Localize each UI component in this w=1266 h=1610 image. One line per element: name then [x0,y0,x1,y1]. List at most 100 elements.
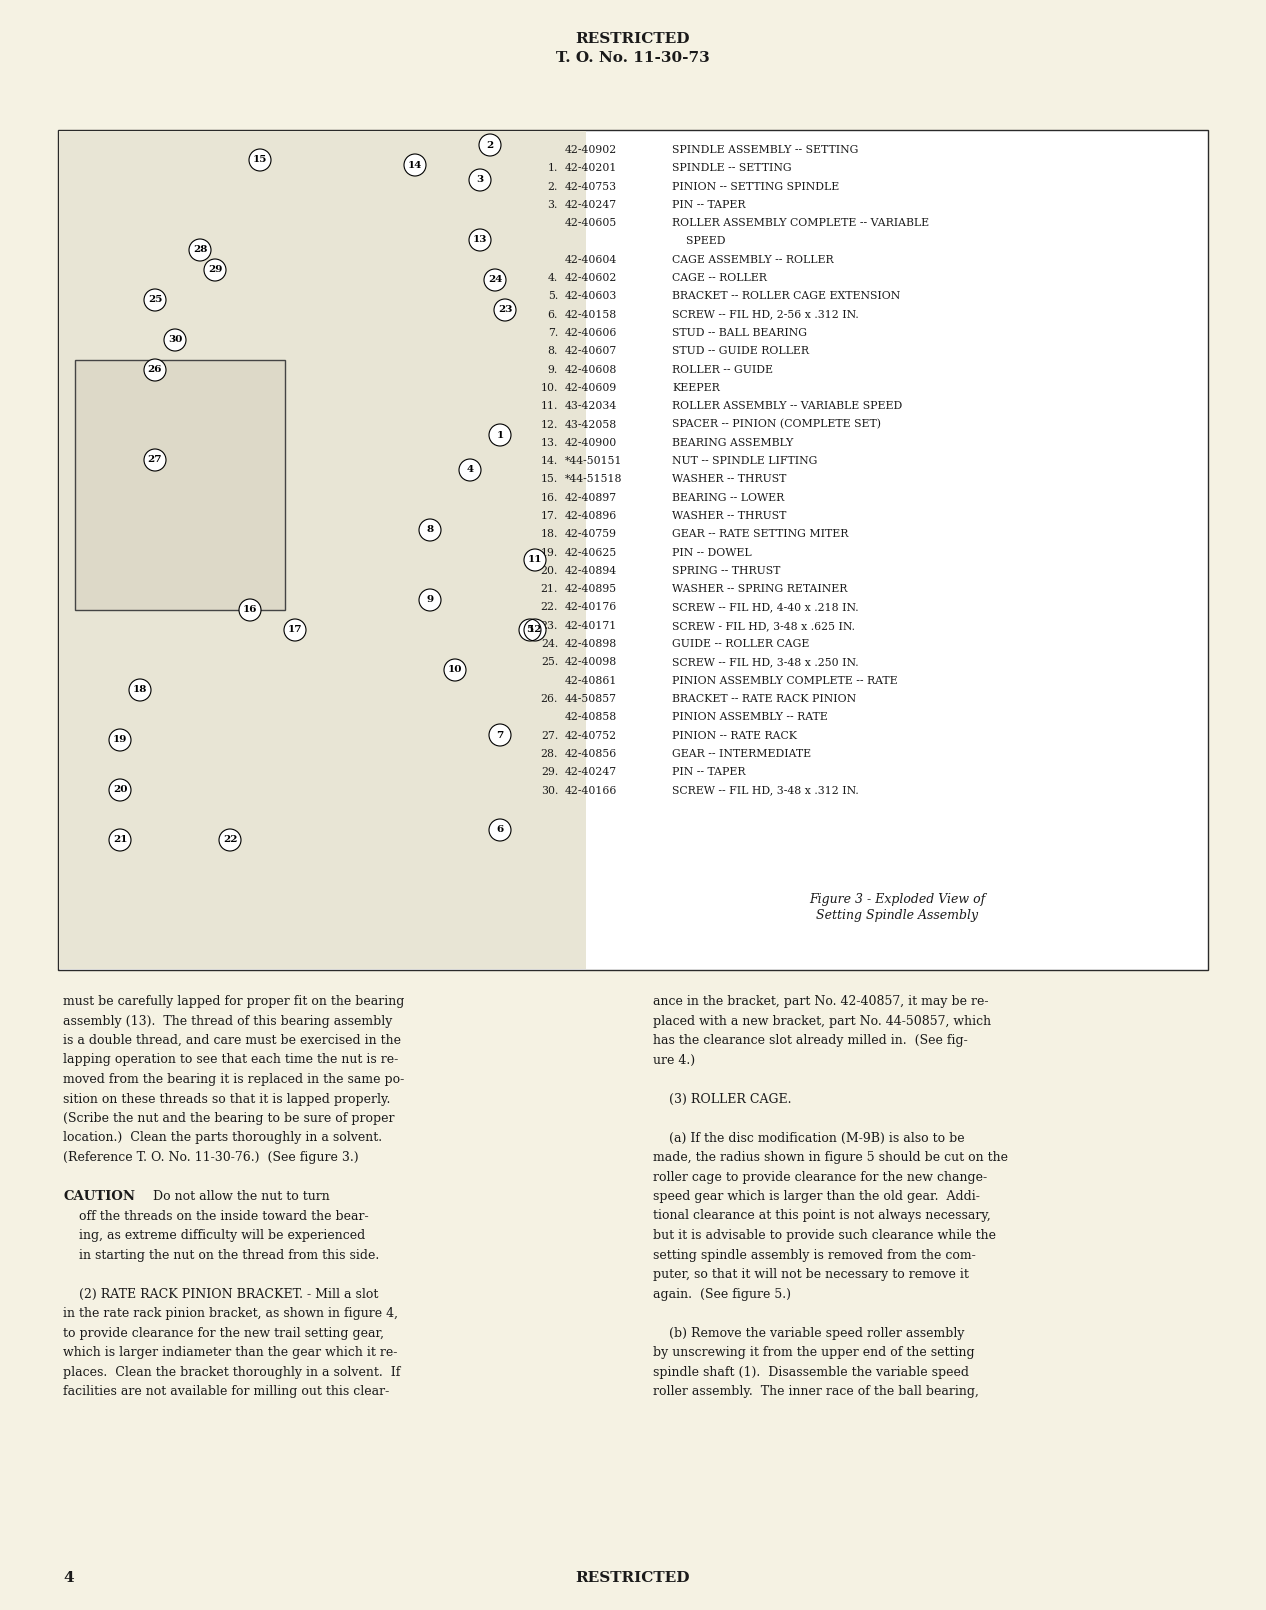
Text: *44-50151: *44-50151 [565,456,623,467]
Text: 42-40609: 42-40609 [565,383,618,393]
Circle shape [460,459,481,481]
Text: CAUTION: CAUTION [63,1190,135,1203]
Text: (Scribe the nut and the bearing to be sure of proper: (Scribe the nut and the bearing to be su… [63,1113,395,1125]
Text: 4: 4 [466,465,473,475]
Text: WASHER -- THRUST: WASHER -- THRUST [672,475,786,485]
Text: 42-40896: 42-40896 [565,510,618,522]
Text: 42-40606: 42-40606 [565,328,618,338]
Text: ing, as extreme difficulty will be experienced: ing, as extreme difficulty will be exper… [63,1228,366,1241]
Text: 8: 8 [427,525,433,535]
Circle shape [144,449,166,472]
Text: 21: 21 [113,836,128,845]
Text: BEARING -- LOWER: BEARING -- LOWER [672,493,784,502]
Text: must be carefully lapped for proper fit on the bearing: must be carefully lapped for proper fit … [63,995,404,1008]
Bar [75,361,285,610]
Circle shape [489,423,511,446]
Text: SCREW -- FIL HD, 2-56 x .312 IN.: SCREW -- FIL HD, 2-56 x .312 IN. [672,309,858,320]
Circle shape [479,134,501,156]
Text: spindle shaft (1).  Disassemble the variable speed: spindle shaft (1). Disassemble the varia… [653,1365,968,1378]
Text: 30: 30 [168,335,182,345]
Text: 19.: 19. [541,547,558,557]
Text: 12.: 12. [541,420,558,430]
Text: 1: 1 [496,430,504,440]
Text: 42-40895: 42-40895 [565,584,617,594]
Text: SCREW - FIL HD, 3-48 x .625 IN.: SCREW - FIL HD, 3-48 x .625 IN. [672,621,855,631]
Text: 4.: 4. [548,274,558,283]
Text: 27.: 27. [541,731,558,741]
Text: 42-40858: 42-40858 [565,712,618,723]
Circle shape [239,599,261,621]
Text: 17: 17 [287,626,303,634]
Text: 20: 20 [113,786,128,794]
Text: 25.: 25. [541,657,558,668]
Text: 28.: 28. [541,749,558,758]
Bar [60,130,586,969]
Text: 42-40861: 42-40861 [565,676,618,686]
Text: SPINDLE ASSEMBLY -- SETTING: SPINDLE ASSEMBLY -- SETTING [672,145,858,155]
Text: facilities are not available for milling out this clear-: facilities are not available for milling… [63,1385,389,1397]
Text: RESTRICTED: RESTRICTED [576,32,690,47]
Circle shape [468,229,491,251]
Text: 42-40902: 42-40902 [565,145,618,155]
Text: Figure 3 - Exploded View of: Figure 3 - Exploded View of [809,892,986,905]
Text: 24.: 24. [541,639,558,649]
Circle shape [129,679,151,700]
Text: 10.: 10. [541,383,558,393]
Text: NUT -- SPINDLE LIFTING: NUT -- SPINDLE LIFTING [672,456,818,467]
Text: RESTRICTED: RESTRICTED [576,1571,690,1584]
Text: WASHER -- THRUST: WASHER -- THRUST [672,510,786,522]
Text: which is larger indiameter than the gear which it re-: which is larger indiameter than the gear… [63,1346,398,1359]
Text: 25: 25 [148,296,162,304]
Text: Setting Spindle Assembly: Setting Spindle Assembly [817,908,979,921]
Text: 42-40897: 42-40897 [565,493,617,502]
Circle shape [519,618,541,641]
Text: 12: 12 [528,626,542,634]
Text: 42-40625: 42-40625 [565,547,618,557]
Text: SPINDLE -- SETTING: SPINDLE -- SETTING [672,163,791,174]
Text: 7.: 7. [548,328,558,338]
Text: lapping operation to see that each time the nut is re-: lapping operation to see that each time … [63,1053,399,1066]
Text: *44-51518: *44-51518 [565,475,623,485]
Circle shape [484,269,506,291]
Circle shape [524,549,546,572]
Text: 43-42034: 43-42034 [565,401,618,411]
Text: 23.: 23. [541,621,558,631]
Text: 18.: 18. [541,530,558,539]
Text: CAGE -- ROLLER: CAGE -- ROLLER [672,274,767,283]
Circle shape [109,729,130,750]
Text: 15: 15 [253,156,267,164]
Text: in the rate rack pinion bracket, as shown in figure 4,: in the rate rack pinion bracket, as show… [63,1307,398,1320]
Text: 42-40604: 42-40604 [565,254,618,264]
Text: 30.: 30. [541,786,558,795]
Circle shape [204,259,227,282]
Text: 16: 16 [243,605,257,615]
Text: puter, so that it will not be necessary to remove it: puter, so that it will not be necessary … [653,1269,968,1282]
Text: PIN -- TAPER: PIN -- TAPER [672,200,746,209]
Circle shape [494,299,517,320]
Text: ROLLER -- GUIDE: ROLLER -- GUIDE [672,364,774,375]
Circle shape [144,290,166,311]
Text: 4: 4 [63,1571,73,1584]
Text: PINION ASSEMBLY -- RATE: PINION ASSEMBLY -- RATE [672,712,828,723]
Text: 27: 27 [148,456,162,465]
Text: 8.: 8. [548,346,558,356]
Text: Do not allow the nut to turn: Do not allow the nut to turn [146,1190,329,1203]
Text: to provide clearance for the new trail setting gear,: to provide clearance for the new trail s… [63,1327,384,1340]
Text: (a) If the disc modification (M-9B) is also to be: (a) If the disc modification (M-9B) is a… [653,1132,965,1145]
Text: ROLLER ASSEMBLY COMPLETE -- VARIABLE: ROLLER ASSEMBLY COMPLETE -- VARIABLE [672,219,929,229]
Text: 42-40605: 42-40605 [565,219,618,229]
Text: SPRING -- THRUST: SPRING -- THRUST [672,565,780,576]
Circle shape [419,589,441,612]
Circle shape [109,779,130,802]
Text: WASHER -- SPRING RETAINER: WASHER -- SPRING RETAINER [672,584,847,594]
Circle shape [419,518,441,541]
Text: (2) RATE RACK PINION BRACKET. - Mill a slot: (2) RATE RACK PINION BRACKET. - Mill a s… [63,1288,379,1301]
Text: 42-40176: 42-40176 [565,602,618,612]
Text: 29: 29 [208,266,223,274]
Text: 42-40166: 42-40166 [565,786,618,795]
Text: speed gear which is larger than the old gear.  Addi-: speed gear which is larger than the old … [653,1190,980,1203]
Text: 42-40602: 42-40602 [565,274,618,283]
Text: (3) ROLLER CAGE.: (3) ROLLER CAGE. [653,1093,791,1106]
Text: 23: 23 [498,306,513,314]
Text: KEEPER: KEEPER [672,383,720,393]
